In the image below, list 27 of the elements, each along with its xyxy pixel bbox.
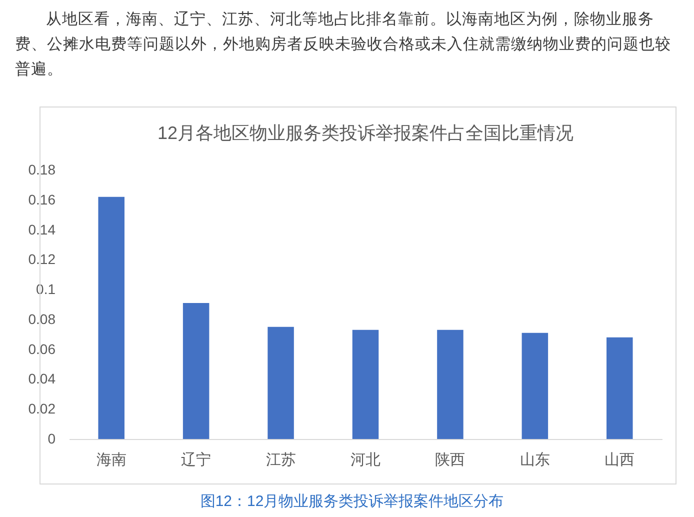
text: 从地区看，海南、辽宁、江苏、河北等地占比排名靠前。以海南地区为例，除物业服务费、公摊水电费等问题以外，外地购房者反映未验收合格或未入住就需缴纳物业费的问题也较普遍。 [15,10,671,78]
y-tick-label: 0.18 [28,162,56,178]
y-tick-label: 0.16 [28,191,56,208]
y-tick-label: 0.02 [28,400,56,417]
x-tick-label: 海南 [96,452,126,468]
x-tick-label: 山东 [520,452,550,468]
y-tick-label: 0.12 [28,251,56,268]
x-tick-label: 江苏 [266,452,296,468]
bar [98,196,124,439]
bar [522,332,548,439]
y-tick-label: 0.14 [28,221,56,238]
y-tick-label: 0.1 [36,281,56,298]
bar [352,330,379,439]
y-tick-label: 0.08 [28,310,56,327]
chart-title: 12月各地区物业服务类投诉举报案件占全国比重情况 [157,122,574,143]
caption: 图12：12月物业服务类投诉举报案件地区分布 [200,493,504,510]
bar [182,303,210,439]
bar [606,337,633,439]
bar [437,330,464,439]
x-tick-label: 河北 [350,452,380,468]
x-tick-label: 山西 [604,452,635,468]
y-tick-label: 0 [48,430,56,446]
bar [268,326,294,439]
y-tick-label: 0.06 [28,340,56,357]
y-tick-label: 0.04 [28,370,56,387]
x-tick-label: 陕西 [435,452,466,468]
x-tick-label: 辽宁 [181,452,212,468]
